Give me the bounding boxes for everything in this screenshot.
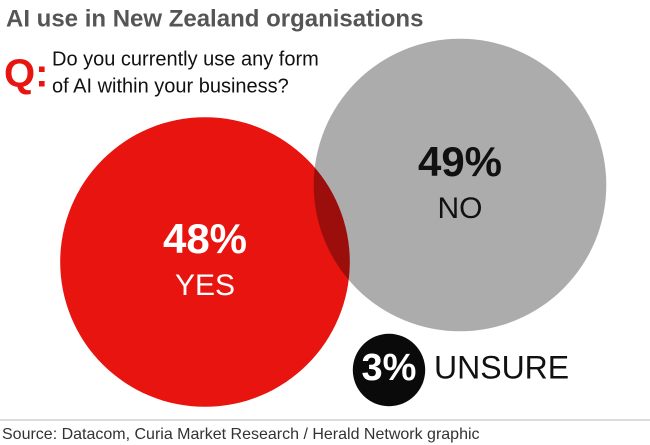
circle	[352, 333, 426, 407]
value-label: 3%	[362, 347, 417, 389]
category-label: NO	[438, 192, 483, 225]
category-label: YES	[175, 269, 235, 302]
category-label: UNSURE	[434, 349, 569, 385]
value-label: 49%	[418, 138, 502, 185]
chart-title: AI use in New Zealand organisations	[6, 5, 423, 32]
circles	[60, 38, 607, 407]
question-line: Do you currently use any form	[52, 48, 319, 70]
question-label: Q:	[4, 52, 48, 96]
source: Source: Datacom, Curia Market Research /…	[2, 426, 480, 443]
circle	[60, 117, 350, 407]
value-label: 48%	[163, 215, 247, 262]
circle	[313, 38, 607, 332]
question-line: of AI within your business?	[52, 75, 289, 97]
